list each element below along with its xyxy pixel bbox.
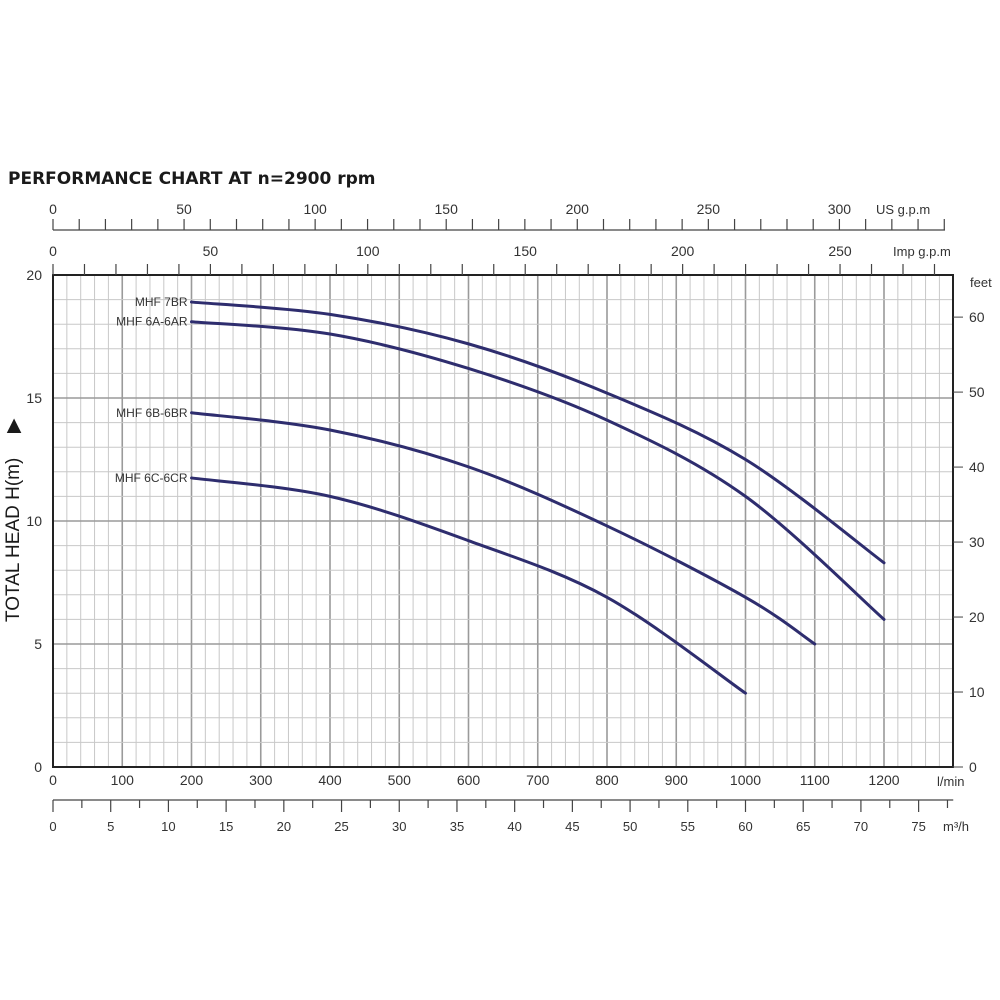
svg-text:100: 100 bbox=[111, 772, 135, 788]
svg-text:60: 60 bbox=[969, 309, 985, 325]
chart-title: PERFORMANCE CHART AT n=2900 rpm bbox=[8, 169, 376, 189]
top-axes: 0 50 100 150 200 250 300 US g.p.m 0 50 100 150 200 25… bbox=[49, 201, 951, 275]
svg-text:800: 800 bbox=[595, 772, 619, 788]
svg-text:600: 600 bbox=[457, 772, 481, 788]
svg-text:250: 250 bbox=[697, 201, 721, 217]
curve-mhf-6c-6cr bbox=[190, 476, 747, 695]
svg-text:400: 400 bbox=[318, 772, 342, 788]
up-arrow-icon: ▶ bbox=[3, 418, 24, 433]
svg-text:250: 250 bbox=[828, 243, 852, 259]
svg-text:0: 0 bbox=[34, 759, 42, 775]
svg-text:0: 0 bbox=[49, 201, 57, 217]
svg-text:0: 0 bbox=[49, 243, 57, 259]
pump-curves bbox=[190, 300, 886, 695]
svg-text:200: 200 bbox=[566, 201, 590, 217]
y-axis-title: TOTAL HEAD H(m) bbox=[3, 458, 24, 622]
svg-text:10: 10 bbox=[161, 819, 175, 834]
svg-text:35: 35 bbox=[450, 819, 464, 834]
svg-text:0: 0 bbox=[49, 772, 57, 788]
svg-text:1100: 1100 bbox=[800, 772, 830, 788]
svg-text:40: 40 bbox=[969, 459, 985, 475]
svg-text:200: 200 bbox=[671, 243, 695, 259]
svg-text:40: 40 bbox=[507, 819, 521, 834]
svg-text:Imp g.p.m: Imp g.p.m bbox=[893, 244, 951, 259]
svg-text:1000: 1000 bbox=[730, 772, 761, 788]
svg-text:300: 300 bbox=[249, 772, 273, 788]
svg-text:150: 150 bbox=[514, 243, 538, 259]
curve-mhf-6a-6ar bbox=[190, 320, 886, 621]
y-axis-feet: 0 10 20 30 40 50 60 feet bbox=[953, 275, 992, 775]
chart-grid bbox=[52, 274, 954, 768]
svg-text:0: 0 bbox=[969, 759, 977, 775]
svg-text:70: 70 bbox=[854, 819, 868, 834]
svg-text:10: 10 bbox=[969, 684, 985, 700]
series-label: MHF 6C-6CR bbox=[115, 471, 188, 485]
svg-text:m³/h: m³/h bbox=[943, 819, 969, 834]
svg-text:US g.p.m: US g.p.m bbox=[876, 202, 930, 217]
svg-text:20: 20 bbox=[969, 609, 985, 625]
svg-text:300: 300 bbox=[828, 201, 852, 217]
curve-mhf-6b-6br bbox=[190, 411, 817, 646]
curve-mhf-7br bbox=[190, 300, 886, 565]
series-label: MHF 6A-6AR bbox=[116, 315, 188, 329]
series-label: MHF 7BR bbox=[135, 295, 188, 309]
svg-text:50: 50 bbox=[203, 243, 219, 259]
svg-text:900: 900 bbox=[665, 772, 689, 788]
svg-text:75: 75 bbox=[911, 819, 925, 834]
svg-text:50: 50 bbox=[176, 201, 192, 217]
svg-text:50: 50 bbox=[623, 819, 637, 834]
svg-text:65: 65 bbox=[796, 819, 810, 834]
svg-text:50: 50 bbox=[969, 384, 985, 400]
svg-text:1200: 1200 bbox=[868, 772, 899, 788]
series-labels: MHF 7BR MHF 6A-6AR MHF 6B-6BR MHF 6C-6CR bbox=[115, 295, 188, 485]
svg-text:100: 100 bbox=[303, 201, 327, 217]
svg-text:30: 30 bbox=[392, 819, 406, 834]
svg-text:700: 700 bbox=[526, 772, 550, 788]
svg-text:0: 0 bbox=[49, 819, 56, 834]
svg-text:25: 25 bbox=[334, 819, 348, 834]
y-axis-left: 0 5 10 15 20 bbox=[26, 267, 42, 775]
svg-text:10: 10 bbox=[26, 513, 42, 529]
svg-text:l/min: l/min bbox=[937, 774, 964, 789]
series-label: MHF 6B-6BR bbox=[116, 406, 188, 420]
svg-text:5: 5 bbox=[107, 819, 114, 834]
x-axis-bottom: 0 100 200 300 400 500 600 700 800 900 1000 1100 1200… bbox=[49, 772, 969, 834]
svg-text:500: 500 bbox=[388, 772, 412, 788]
svg-text:45: 45 bbox=[565, 819, 579, 834]
svg-text:30: 30 bbox=[969, 534, 985, 550]
svg-text:150: 150 bbox=[435, 201, 459, 217]
svg-text:15: 15 bbox=[219, 819, 233, 834]
svg-text:100: 100 bbox=[356, 243, 380, 259]
svg-text:55: 55 bbox=[681, 819, 695, 834]
svg-text:200: 200 bbox=[180, 772, 204, 788]
svg-text:20: 20 bbox=[26, 267, 42, 283]
svg-text:15: 15 bbox=[26, 390, 42, 406]
svg-text:20: 20 bbox=[277, 819, 291, 834]
svg-text:5: 5 bbox=[34, 636, 42, 652]
svg-text:60: 60 bbox=[738, 819, 752, 834]
svg-text:feet: feet bbox=[970, 275, 992, 290]
